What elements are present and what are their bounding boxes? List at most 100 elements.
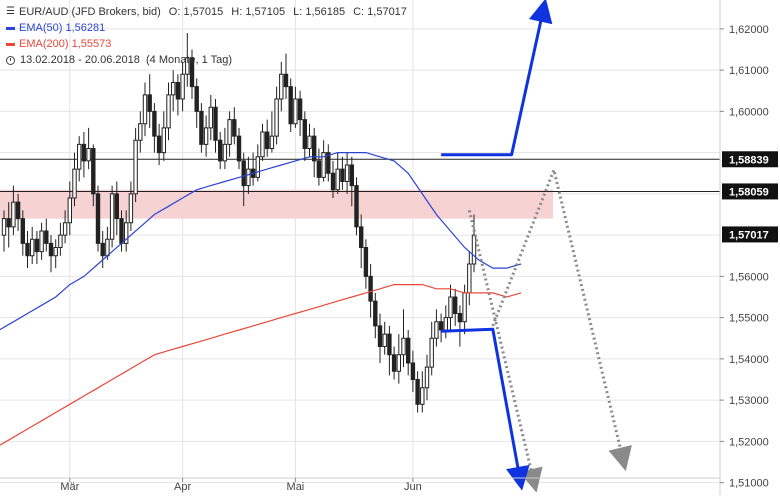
candle-down — [415, 379, 420, 405]
candle-down — [302, 119, 308, 149]
candle-down — [297, 98, 303, 121]
candle-up — [467, 263, 472, 294]
candle-up — [293, 98, 298, 125]
x-tick-label: Apr — [174, 481, 191, 493]
candle-up — [39, 230, 44, 253]
candle-down — [354, 185, 359, 228]
y-tick-label: 1,60000 — [729, 106, 769, 118]
close-value: 1,57017 — [367, 6, 407, 18]
close-label: C: — [353, 6, 365, 18]
y-tick-label: 1,54000 — [729, 354, 769, 366]
candle-down — [20, 218, 26, 244]
dotted-arrow-zigzag — [491, 168, 632, 472]
candle-down — [340, 168, 345, 182]
legend-ohlc-row: ☰ EUR/AUD (JFD Brokers, bid) O: 1,57015 … — [6, 4, 407, 20]
candle-down — [189, 57, 195, 88]
candle-up — [109, 193, 115, 240]
candle-down — [349, 164, 355, 187]
ema200-label: EMA(200) — [19, 38, 69, 50]
candle-up — [180, 73, 185, 100]
candle-up — [471, 234, 477, 265]
candle-down — [457, 313, 463, 323]
candle-down — [326, 152, 331, 174]
y-tick-label: 1,51000 — [729, 478, 769, 490]
ema50-swatch — [6, 26, 15, 30]
candle-up — [105, 238, 110, 257]
candle-down — [265, 131, 270, 149]
candle-down — [156, 135, 162, 154]
candle-down — [6, 218, 11, 228]
candle-up — [396, 354, 402, 372]
candle-down — [391, 354, 397, 372]
legend-ema50-row: EMA(50) 1,56281 — [6, 20, 407, 36]
candle-up — [208, 106, 214, 129]
ema200-swatch — [6, 42, 15, 46]
candle-up — [222, 143, 228, 162]
candle-up — [401, 337, 406, 356]
candle-up — [1, 218, 7, 236]
candle-up — [128, 193, 134, 224]
candle-up — [133, 139, 138, 195]
candle-up — [424, 366, 430, 389]
candle-down — [95, 193, 101, 244]
low-value: 1,56185 — [305, 6, 346, 18]
level-badge: 1,58059 — [729, 186, 769, 198]
candle-down — [283, 73, 289, 88]
blue-arrow-down — [441, 327, 530, 491]
candle-up — [443, 317, 449, 331]
candle-down — [218, 139, 223, 162]
candle-down — [330, 172, 336, 191]
y-tick-label: 1,53000 — [729, 395, 769, 407]
candle-down — [312, 135, 317, 162]
candle-up — [77, 143, 82, 170]
y-tick-label: 1,55000 — [729, 313, 769, 325]
candle-up — [30, 238, 35, 257]
candle-down — [373, 300, 378, 327]
candle-down — [25, 242, 30, 257]
candle-up — [344, 164, 350, 182]
candle-up — [448, 296, 453, 319]
x-tick-label: Mai — [287, 481, 305, 493]
scenario-arrows — [441, 0, 632, 493]
candle-down — [359, 226, 364, 248]
candle-down — [44, 230, 49, 244]
candle-up — [307, 135, 312, 149]
last-price-badge-bg — [722, 226, 778, 243]
candle-down — [387, 333, 392, 356]
candle-up — [138, 123, 143, 141]
candle-down — [377, 325, 383, 347]
candle-up — [62, 222, 68, 236]
candle-down — [236, 135, 242, 162]
candle-down — [15, 201, 21, 220]
candle-up — [67, 197, 72, 224]
level-badge: 1,58839 — [729, 154, 769, 166]
candle-down — [213, 106, 218, 141]
candle-up — [420, 387, 425, 405]
candle-up — [274, 98, 279, 137]
candle-down — [453, 296, 458, 314]
candle-up — [161, 127, 167, 154]
ema200-value: 1,55573 — [71, 38, 112, 50]
x-tick-label: Jun — [404, 481, 422, 493]
blue-arrow-up — [441, 0, 553, 157]
ema-lines — [0, 152, 522, 446]
legend-ema200-row: EMA(200) 1,55573 — [6, 36, 407, 52]
candle-up — [462, 292, 467, 323]
candle-down — [48, 242, 54, 257]
candle-up — [203, 127, 209, 145]
horizontal-levels — [0, 158, 720, 192]
candle-down — [34, 238, 40, 253]
dotted-arrow-down — [467, 210, 543, 493]
high-value: 1,57105 — [245, 6, 286, 18]
candle-up — [11, 201, 16, 228]
candle-up — [279, 73, 284, 100]
candle-up — [269, 135, 275, 149]
x-tick-label: Mär — [60, 481, 79, 493]
ema50-value: 1,56281 — [65, 22, 106, 34]
high-label: H: — [231, 6, 243, 18]
resistance-zone-rect — [0, 189, 553, 219]
candle-down — [175, 82, 181, 100]
